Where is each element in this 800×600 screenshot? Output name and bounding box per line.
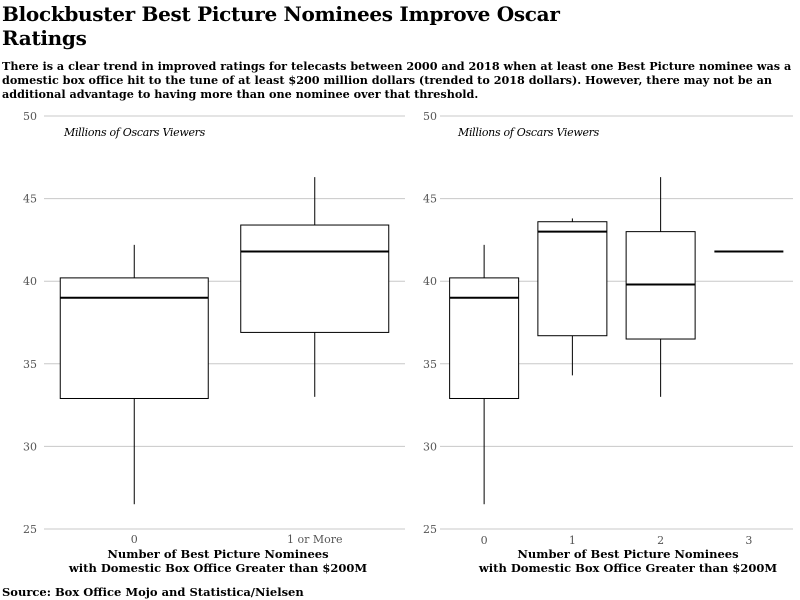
box-1-1 [537,218,608,376]
y-tick-label-1-0: 25 [423,523,437,536]
x-tick-label-1-2: 2 [657,534,664,547]
y-tick-label-0-3: 40 [23,275,37,288]
box-1-0 [449,244,520,505]
box-0-1 [240,177,390,397]
x-axis-label-0-0: Number of Best Picture Nominees [107,547,328,561]
box-rect-0-0 [59,277,209,399]
y-tick-label-0-2: 35 [23,358,37,371]
box-rect-0-1 [240,224,390,333]
box-rect-1-0 [449,277,520,399]
y-tick-label-0-4: 45 [23,193,37,206]
box-0-0 [59,244,209,505]
y-tick-label-1-2: 35 [423,358,437,371]
x-axis-label-0-1: with Domestic Box Office Greater than $2… [68,561,367,575]
y-axis-label-0: Millions of Oscars Viewers [63,126,206,139]
x-tick-label-0-0: 0 [131,533,138,546]
x-axis-label-1-1: with Domestic Box Office Greater than $2… [478,561,777,575]
y-tick-label-0-5: 50 [23,110,37,123]
x-tick-label-1-3: 3 [745,534,752,547]
y-tick-label-0-1: 30 [23,440,37,453]
chart-title: Blockbuster Best Picture Nominees Improv… [2,2,560,50]
chart-subtitle: There is a clear trend in improved ratin… [2,59,792,101]
y-tick-label-1-1: 30 [423,440,437,453]
y-axis-label-1: Millions of Oscars Viewers [457,126,600,139]
source-note: Source: Box Office Mojo and Statistica/N… [2,585,304,599]
y-tick-label-1-5: 50 [423,110,437,123]
box-1-2 [625,177,696,397]
y-tick-label-1-3: 40 [423,275,437,288]
x-tick-label-0-1: 1 or More [287,533,343,546]
box-rect-1-1 [537,221,608,337]
y-tick-label-1-4: 45 [423,193,437,206]
y-tick-label-0-0: 25 [23,523,37,536]
x-axis-label-1-0: Number of Best Picture Nominees [517,547,738,561]
x-tick-label-1-1: 1 [569,534,576,547]
x-tick-label-1-0: 0 [481,534,488,547]
